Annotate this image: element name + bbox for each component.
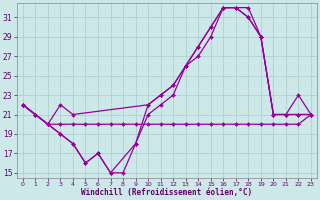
X-axis label: Windchill (Refroidissement éolien,°C): Windchill (Refroidissement éolien,°C) — [81, 188, 252, 197]
